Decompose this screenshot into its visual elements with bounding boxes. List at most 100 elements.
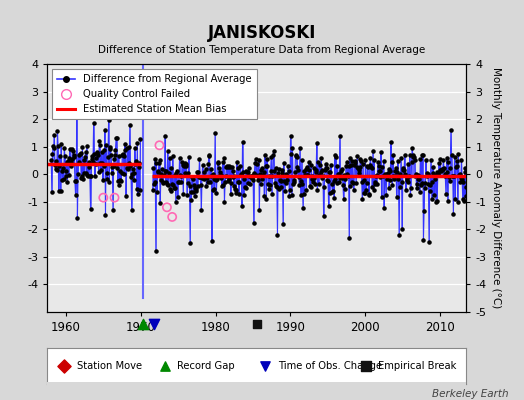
Point: [307, 162, 315, 168]
Point: [213, 159, 222, 166]
Point: [214, 159, 222, 166]
Point: [182, 160, 190, 167]
Point: [61, 167, 70, 174]
Point: [157, 171, 166, 177]
Point: [288, 144, 297, 151]
Point: [270, 168, 279, 174]
Point: [422, 157, 430, 164]
Point: [247, 173, 256, 179]
Point: [282, 171, 290, 177]
Point: [106, 145, 114, 152]
Point: [448, 173, 456, 179]
Point: [195, 174, 203, 180]
Point: [361, 190, 369, 196]
Point: [289, 178, 298, 185]
Point: [226, 164, 234, 170]
Point: [232, 190, 240, 196]
Text: Difference of Station Temperature Data from Regional Average: Difference of Station Temperature Data f…: [99, 45, 425, 55]
Point: [399, 167, 408, 173]
Point: [122, 192, 130, 199]
Point: [119, 153, 128, 159]
Point: [206, 178, 214, 185]
Point: [235, 190, 243, 197]
Point: [48, 189, 56, 195]
Point: [460, 197, 468, 204]
Point: [446, 126, 455, 133]
Point: [202, 183, 211, 189]
Point: [155, 160, 163, 166]
Point: [407, 184, 415, 191]
Point: [428, 196, 436, 202]
Point: [269, 148, 278, 154]
Point: [275, 186, 283, 192]
Point: [290, 177, 299, 183]
Point: [222, 164, 231, 170]
Point: [451, 154, 459, 160]
Point: [108, 164, 116, 170]
Point: [310, 175, 319, 182]
Point: [398, 226, 407, 232]
Point: [346, 155, 354, 161]
Point: [246, 180, 254, 187]
Point: [271, 165, 280, 171]
Point: [409, 154, 418, 160]
Point: [340, 172, 348, 178]
Text: Berkeley Earth: Berkeley Earth: [432, 389, 508, 399]
Point: [326, 168, 335, 175]
Point: [320, 213, 328, 219]
Point: [452, 162, 461, 169]
Point: [87, 173, 95, 179]
Point: [111, 146, 119, 153]
Point: [220, 199, 228, 205]
Point: [98, 160, 106, 166]
Point: [90, 151, 99, 158]
Point: [157, 176, 165, 183]
Point: [71, 192, 80, 198]
Point: [281, 180, 290, 186]
Point: [239, 192, 248, 198]
Point: [218, 183, 226, 190]
Point: [433, 171, 442, 177]
Point: [160, 363, 169, 369]
Point: [340, 196, 348, 202]
Point: [209, 187, 217, 193]
Point: [58, 177, 67, 184]
Point: [176, 172, 184, 178]
Point: [412, 185, 421, 191]
Point: [305, 183, 314, 190]
Point: [155, 142, 163, 148]
Point: [96, 142, 104, 149]
Point: [432, 198, 440, 205]
Y-axis label: Monthly Temperature Anomaly Difference (°C): Monthly Temperature Anomaly Difference (…: [490, 67, 500, 309]
Point: [413, 172, 422, 178]
Point: [133, 140, 141, 146]
Point: [300, 168, 308, 174]
Point: [77, 150, 85, 156]
Point: [294, 174, 303, 180]
Point: [156, 200, 165, 206]
Point: [350, 186, 358, 193]
Point: [298, 181, 307, 188]
Point: [119, 151, 127, 158]
Point: [244, 180, 253, 186]
Point: [52, 167, 61, 174]
Point: [422, 170, 431, 176]
Point: [154, 169, 162, 176]
Point: [397, 155, 405, 161]
Point: [75, 159, 83, 166]
Point: [261, 151, 269, 158]
Point: [401, 171, 410, 178]
Point: [285, 167, 293, 174]
Point: [230, 172, 238, 179]
Point: [81, 148, 90, 155]
Point: [347, 162, 355, 168]
Point: [238, 202, 246, 209]
Point: [406, 192, 414, 198]
Point: [239, 169, 247, 175]
Point: [68, 146, 77, 152]
Point: [215, 164, 223, 171]
Point: [308, 176, 316, 182]
Point: [433, 198, 441, 204]
Point: [431, 176, 439, 182]
Point: [321, 166, 329, 173]
